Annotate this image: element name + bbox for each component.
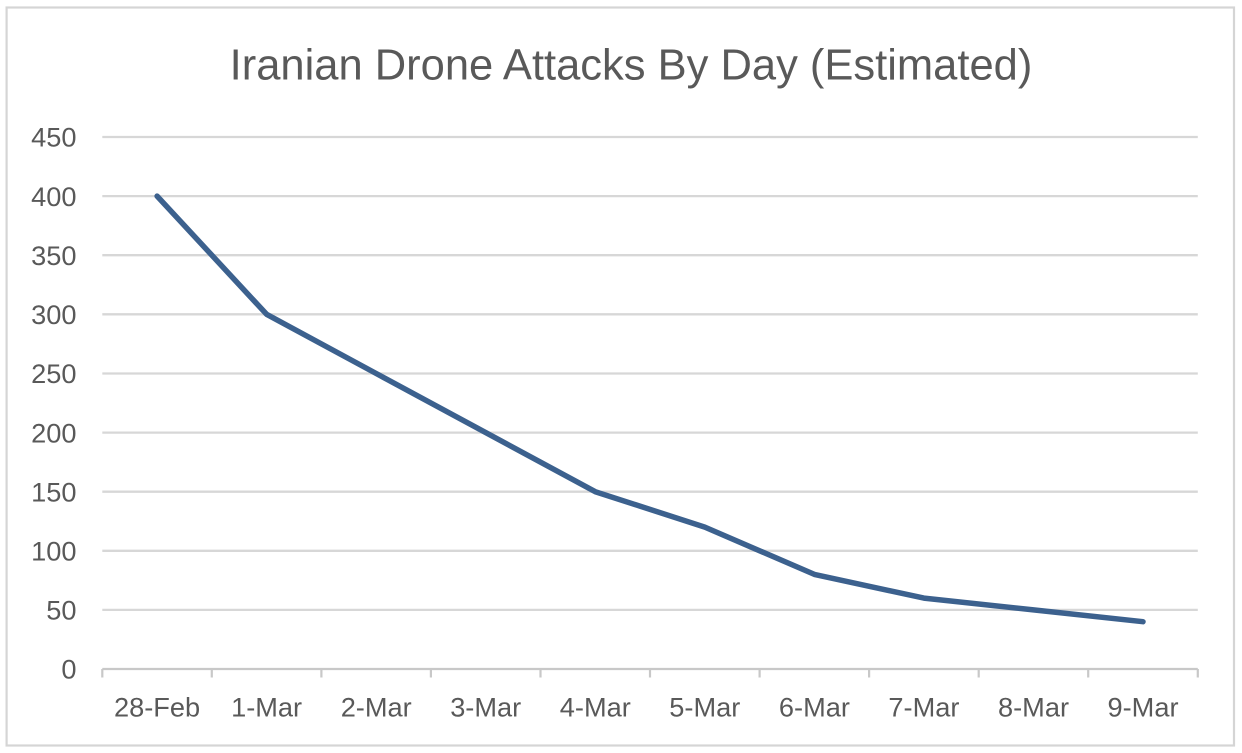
svg-text:8-Mar: 8-Mar [998,692,1069,723]
svg-text:4-Mar: 4-Mar [560,692,631,723]
svg-text:150: 150 [31,476,76,507]
svg-text:5-Mar: 5-Mar [669,692,740,723]
svg-text:450: 450 [31,122,76,153]
svg-text:2-Mar: 2-Mar [341,692,412,723]
svg-text:6-Mar: 6-Mar [779,692,850,723]
svg-text:28-Feb: 28-Feb [114,692,200,723]
svg-text:0: 0 [61,654,76,685]
svg-text:250: 250 [31,358,76,389]
svg-text:9-Mar: 9-Mar [1108,692,1179,723]
svg-text:200: 200 [31,417,76,448]
svg-text:3-Mar: 3-Mar [450,692,521,723]
svg-text:50: 50 [46,595,76,626]
svg-text:7-Mar: 7-Mar [888,692,959,723]
svg-text:Iranian Drone Attacks By Day (: Iranian Drone Attacks By Day (Estimated) [230,42,1033,90]
svg-text:400: 400 [31,181,76,212]
svg-text:100: 100 [31,536,76,567]
svg-text:300: 300 [31,299,76,330]
svg-text:1-Mar: 1-Mar [231,692,302,723]
svg-text:350: 350 [31,240,76,271]
